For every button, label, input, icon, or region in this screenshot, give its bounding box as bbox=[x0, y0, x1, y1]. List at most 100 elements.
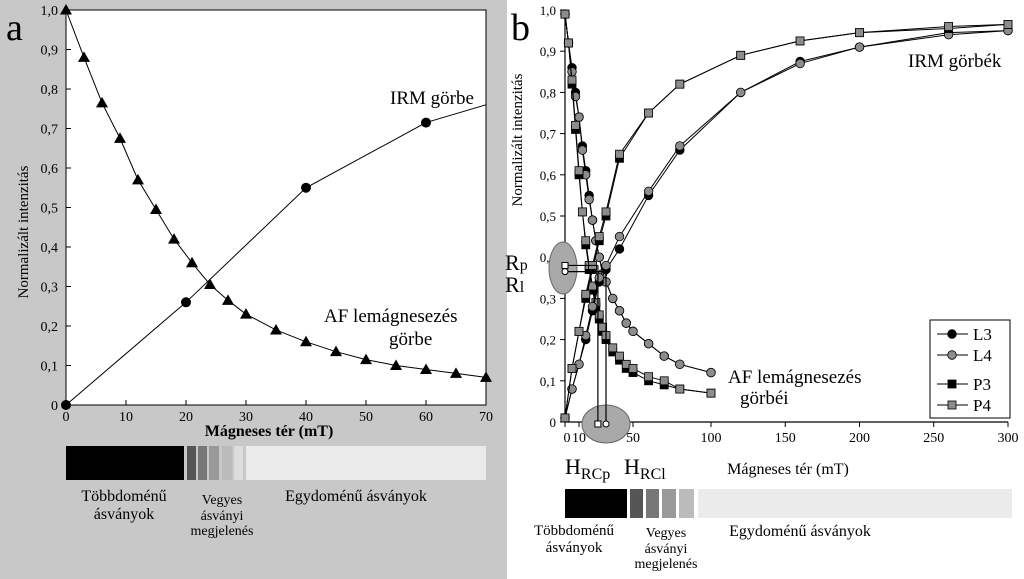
panel-b-marker-p4 bbox=[944, 22, 953, 31]
panel-b-marker-l4 bbox=[587, 301, 598, 312]
panel-b-hrcp-base: H bbox=[565, 454, 581, 479]
panel-b-ylabel: Normalizált intenzitás bbox=[510, 73, 526, 206]
panel-a-multi-line2: ásványok bbox=[94, 506, 154, 523]
panel-b-marker-l4 bbox=[584, 194, 594, 205]
panel-a-bar-multi bbox=[66, 446, 184, 480]
panel-b-af-label-line2: görbéi bbox=[740, 388, 789, 409]
panel-a-bar-mixed-4 bbox=[222, 446, 232, 480]
panel-b-ytick-label: 0,1 bbox=[540, 374, 556, 389]
panel-a-xtick-label: 40 bbox=[299, 410, 313, 425]
panel-b-marker-l4 bbox=[628, 326, 638, 337]
panel-b-xtick-label: 10 bbox=[572, 431, 586, 446]
panel-b-ytick-label: 0,5 bbox=[540, 209, 556, 224]
panel-b-hrcp-sub: RCp bbox=[581, 466, 610, 483]
panel-a-circle-marker bbox=[61, 400, 71, 410]
panel-a-multi-line1: Többdoménű bbox=[81, 488, 166, 505]
panel-a-triangle-marker bbox=[420, 363, 432, 374]
panel-a-af-label-line2: görbe bbox=[389, 329, 432, 350]
panel-b-marker-l4 bbox=[608, 293, 618, 304]
panel-b-ytick-label: 0,9 bbox=[540, 44, 556, 59]
panel-a-ytick-label: 0,9 bbox=[41, 44, 59, 59]
legend-marker-p4 bbox=[947, 400, 957, 410]
panel-b-marker-p4 bbox=[1003, 20, 1013, 29]
rp-point bbox=[561, 261, 569, 269]
panel-a-series bbox=[60, 4, 492, 410]
panel-b-rp-base: R bbox=[505, 250, 520, 275]
panel-a-triangle-marker bbox=[270, 323, 282, 335]
panel-a-ylabel: Normalizált intenzitás bbox=[16, 165, 32, 298]
panel-b-hrcl-base: H bbox=[624, 454, 640, 479]
panel-b-marker-p4 bbox=[644, 372, 653, 382]
panel-a-tick-labels: 0 10 20 30 40 50 60 70 0 0,1 0,2 0,3 0,4 0,5 0,6 0,7 0,8… bbox=[41, 4, 494, 425]
panel-b-ytick-label: 0,6 bbox=[540, 168, 557, 183]
legend-marker-p3 bbox=[947, 379, 957, 389]
panel-b-marker-p4 bbox=[675, 384, 685, 394]
panel-b-multi-line2: ásványok bbox=[546, 540, 603, 556]
panel-b-marker-p4 bbox=[581, 236, 591, 246]
panel-a-triangle-marker bbox=[78, 51, 90, 62]
panel-b-marker-l4 bbox=[643, 186, 654, 196]
panel-a-ytick-label: 0,4 bbox=[41, 241, 59, 256]
panel-a-triangle-marker bbox=[240, 308, 252, 319]
panel-b-hrcl-sub: RCl bbox=[640, 466, 666, 483]
panel-a-mixed-line1: Vegyes bbox=[202, 493, 242, 508]
legend-frame bbox=[929, 319, 1011, 419]
panel-a-ytick-label: 1,0 bbox=[41, 4, 59, 19]
panel-a-xtick-label: 30 bbox=[239, 410, 253, 425]
legend-label-p4: P4 bbox=[973, 396, 991, 415]
panel-b-marker-p4 bbox=[608, 343, 618, 353]
panel-b-mixed-line1: Vegyes bbox=[646, 526, 686, 541]
panel-b-marker-p4 bbox=[675, 79, 685, 89]
panel-a-ytick-label: 0,2 bbox=[41, 320, 59, 335]
panel-a-triangle-marker bbox=[480, 371, 492, 382]
panel-a-mixed-line2: ásványi bbox=[201, 509, 244, 524]
panel-b-marker-l4 bbox=[574, 112, 584, 122]
panel-a-xtick-label: 20 bbox=[179, 410, 193, 425]
panel-a-single-label: Egydoménű ásványok bbox=[285, 488, 427, 505]
panel-b-xtick-label: 100 bbox=[701, 431, 722, 446]
panel-b-marker-l4 bbox=[643, 339, 654, 349]
panel-a-triangle-marker bbox=[204, 278, 216, 290]
panel-b-hrcl-label: HRCl bbox=[624, 454, 666, 483]
panel-b-marker-l4 bbox=[795, 58, 805, 69]
panel-a-triangle-marker bbox=[150, 203, 162, 214]
panel-b-xlabel: Mágneses tér (mT) bbox=[727, 461, 849, 478]
panel-a-triangle-marker bbox=[360, 353, 372, 365]
panel-a-triangle-marker bbox=[450, 367, 462, 378]
panel-b-ytick-label: 0 bbox=[550, 415, 557, 430]
panel-a-bar-single bbox=[246, 446, 486, 480]
panel-a-triangle-marker bbox=[330, 345, 342, 357]
panel-b-ytick-label: 0,2 bbox=[540, 333, 556, 348]
panel-b-marker-l4 bbox=[736, 87, 746, 98]
panel-b-rl-sub: l bbox=[520, 279, 525, 296]
panel-b-marker-l4 bbox=[675, 359, 685, 370]
panel-a-plot-frame bbox=[65, 9, 487, 406]
panel-a-bar-mixed-3 bbox=[209, 446, 219, 480]
panel-b-xtick-label: 300 bbox=[998, 431, 1019, 446]
panel-b-series bbox=[560, 9, 1013, 423]
panel-b-af-label-line1: AF lemágnesezés bbox=[728, 367, 861, 388]
panel-b-rl-label: Rl bbox=[505, 272, 525, 297]
panel-b-marker-p4 bbox=[564, 38, 573, 48]
panel-b-marker-p4 bbox=[577, 207, 587, 217]
panel-a-triangle-marker bbox=[60, 4, 72, 15]
panel-a-xtick-label: 60 bbox=[419, 410, 433, 425]
panel-b-marker-p4 bbox=[594, 232, 604, 242]
panel-a-triangle-marker bbox=[222, 294, 234, 305]
panel-b-marker-p4 bbox=[736, 50, 746, 60]
panel-a-circle-marker bbox=[301, 182, 311, 193]
panel-b-marker-p4 bbox=[659, 376, 669, 386]
panel-b-marker-p4 bbox=[706, 388, 716, 398]
panel-b-bar-single bbox=[698, 489, 1012, 518]
panel-a-ytick-label: 0,3 bbox=[41, 281, 59, 296]
panel-b-ytick-label: 0,8 bbox=[540, 85, 556, 100]
panel-a-triangle-marker bbox=[114, 132, 126, 143]
panel-a-ticks bbox=[65, 9, 487, 406]
panel-a-circle-marker bbox=[181, 297, 191, 308]
panel-a-bar-mixed-1 bbox=[187, 446, 196, 480]
panel-b-marker-p4 bbox=[574, 166, 584, 176]
panel-b-marker-l4 bbox=[614, 231, 625, 242]
panel-b-marker-p4 bbox=[594, 310, 604, 320]
